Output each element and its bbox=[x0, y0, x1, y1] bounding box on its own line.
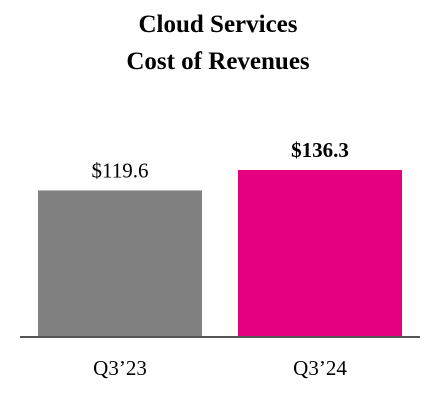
x-tick-label-1: Q3’24 bbox=[293, 356, 347, 380]
chart-title: Cloud Services Cost of Revenues bbox=[126, 11, 310, 75]
data-labels-group: $119.6 $136.3 bbox=[92, 138, 349, 182]
data-label-1: $136.3 bbox=[291, 138, 349, 162]
data-label-0: $119.6 bbox=[92, 158, 149, 182]
bars-group bbox=[38, 170, 402, 337]
x-tick-labels-group: Q3’23 Q3’24 bbox=[93, 356, 347, 380]
x-tick-label-0: Q3’23 bbox=[93, 356, 147, 380]
chart-title-line-1: Cloud Services bbox=[138, 11, 297, 38]
chart-title-line-2: Cost of Revenues bbox=[126, 48, 310, 75]
bar-0 bbox=[38, 190, 202, 337]
bar-1 bbox=[238, 170, 402, 337]
